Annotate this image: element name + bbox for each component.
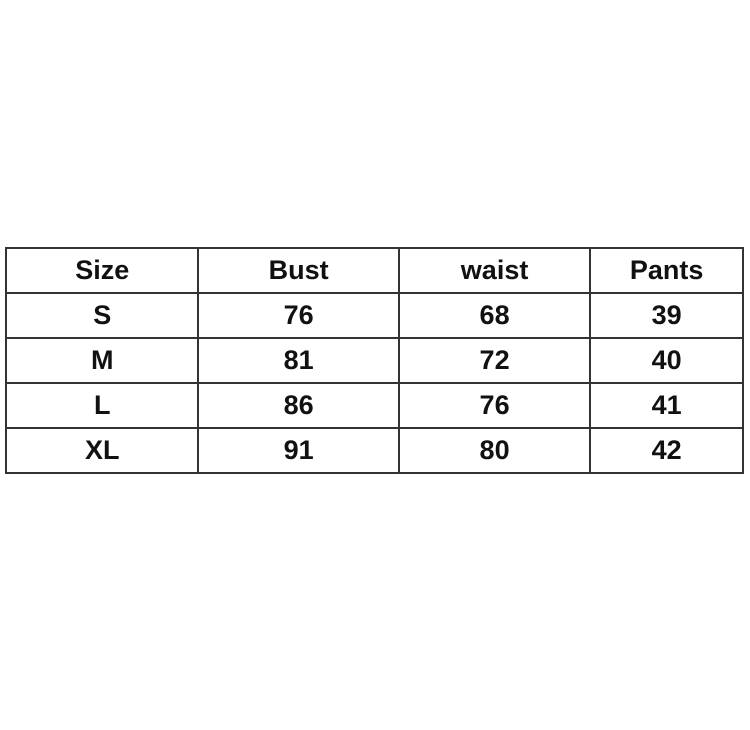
header-waist: waist xyxy=(397,247,592,294)
table-row: S 76 68 39 xyxy=(4,292,744,339)
cell-waist: 80 xyxy=(397,427,592,474)
cell-size: XL xyxy=(4,427,200,474)
cell-waist: 68 xyxy=(397,292,592,339)
size-chart-table: Size Bust waist Pants S 76 68 39 M 81 72 40 L 86 7… xyxy=(4,247,744,474)
header-bust: Bust xyxy=(197,247,400,294)
cell-bust: 76 xyxy=(197,292,400,339)
cell-waist: 72 xyxy=(397,337,592,384)
table-row: XL 91 80 42 xyxy=(4,427,744,474)
header-size: Size xyxy=(4,247,200,294)
cell-bust: 91 xyxy=(197,427,400,474)
table-row: M 81 72 40 xyxy=(4,337,744,384)
cell-pants: 39 xyxy=(589,292,744,339)
cell-bust: 86 xyxy=(197,382,400,429)
cell-waist: 76 xyxy=(397,382,592,429)
cell-size: L xyxy=(4,382,200,429)
cell-size: S xyxy=(4,292,200,339)
cell-pants: 42 xyxy=(589,427,744,474)
table-row: L 86 76 41 xyxy=(4,382,744,429)
cell-size: M xyxy=(4,337,200,384)
header-pants: Pants xyxy=(589,247,744,294)
cell-pants: 41 xyxy=(589,382,744,429)
header-row: Size Bust waist Pants xyxy=(4,247,744,294)
cell-pants: 40 xyxy=(589,337,744,384)
cell-bust: 81 xyxy=(197,337,400,384)
